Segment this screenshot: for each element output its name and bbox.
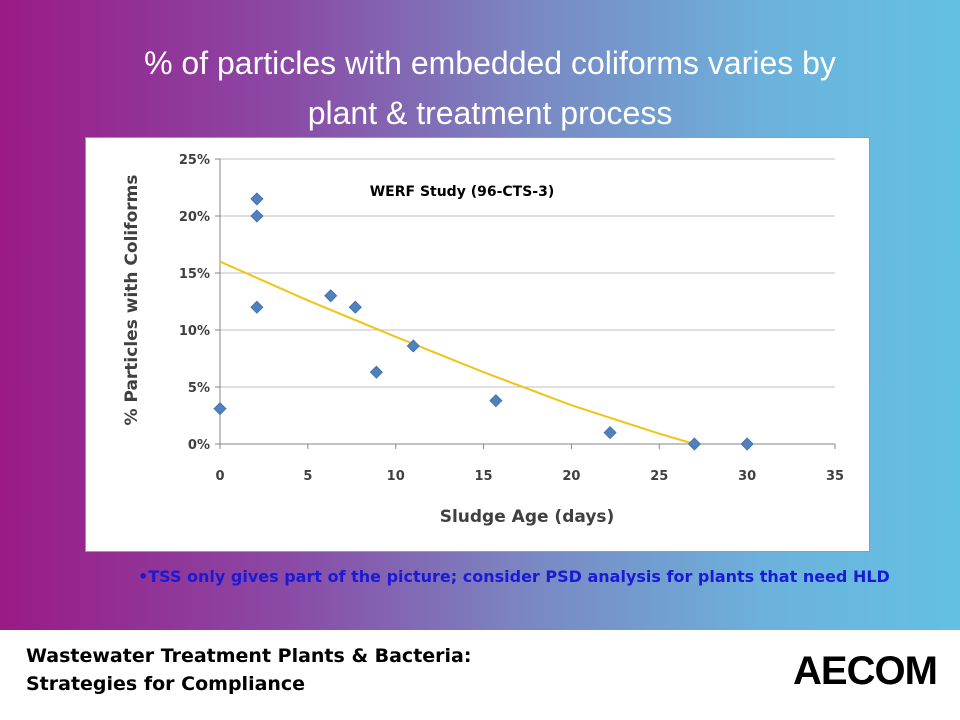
data-point <box>406 339 420 353</box>
data-points <box>213 192 754 451</box>
aecom-logo-text: AECOM <box>793 649 937 692</box>
data-point <box>369 365 383 379</box>
y-tick-label: 20% <box>179 210 210 225</box>
axes: 0% 5% 10% 15% 20% 25% 0 5 10 15 20 25 30 35 <box>179 153 844 484</box>
data-point <box>603 426 617 440</box>
x-tick-label: 5 <box>303 469 312 484</box>
bullet-text: TSS only gives part of the picture; cons… <box>148 567 890 586</box>
slide-title: % of particles with embedded coliforms v… <box>60 38 920 138</box>
data-point <box>250 209 264 223</box>
x-tick-label: 25 <box>650 469 668 484</box>
x-tick-label: 15 <box>475 469 493 484</box>
y-axis-label: % Particles with Coliforms <box>122 174 142 425</box>
x-tick-label: 20 <box>562 469 580 484</box>
x-tick-label: 30 <box>738 469 756 484</box>
y-tick-label: 5% <box>188 381 210 396</box>
y-tick-label: 0% <box>188 438 210 453</box>
slide-title-line2: plant & treatment process <box>307 95 673 131</box>
aecom-logo: AECOM <box>793 649 938 692</box>
footer-title-line1: Wastewater Treatment Plants & Bacteria: <box>26 645 472 667</box>
trendline-layer <box>219 260 695 445</box>
data-point <box>740 437 754 451</box>
data-point <box>348 300 362 314</box>
footer-title-line2: Strategies for Compliance <box>26 673 306 695</box>
data-point <box>213 402 227 416</box>
slide-title-line1: % of particles with embedded coliforms v… <box>144 45 836 81</box>
x-tick-label: 0 <box>215 469 224 484</box>
data-point <box>687 437 701 451</box>
y-tick-label: 10% <box>179 324 210 339</box>
bullet-note: •TSS only gives part of the picture; con… <box>138 566 918 588</box>
footer-band <box>0 630 960 720</box>
y-tick-label: 25% <box>179 153 210 168</box>
data-point <box>250 300 264 314</box>
chart-frame: 0% 5% 10% 15% 20% 25% 0 5 10 15 20 25 30 35 WERF Stud… <box>85 137 870 552</box>
x-tick-label: 10 <box>387 469 405 484</box>
y-tick-label: 15% <box>179 267 210 282</box>
scatter-chart: 0% 5% 10% 15% 20% 25% 0 5 10 15 20 25 30 35 WERF Stud… <box>122 153 844 527</box>
footer-title: Wastewater Treatment Plants & Bacteria: … <box>26 642 471 698</box>
data-point <box>324 289 338 303</box>
chart-title: WERF Study (96-CTS-3) <box>370 184 555 200</box>
x-axis-label: Sludge Age (days) <box>440 507 615 527</box>
x-tick-label: 35 <box>826 469 844 484</box>
bullet-marker: • <box>138 567 149 586</box>
data-point <box>489 394 503 408</box>
trendline <box>219 260 695 445</box>
data-point <box>250 192 264 206</box>
